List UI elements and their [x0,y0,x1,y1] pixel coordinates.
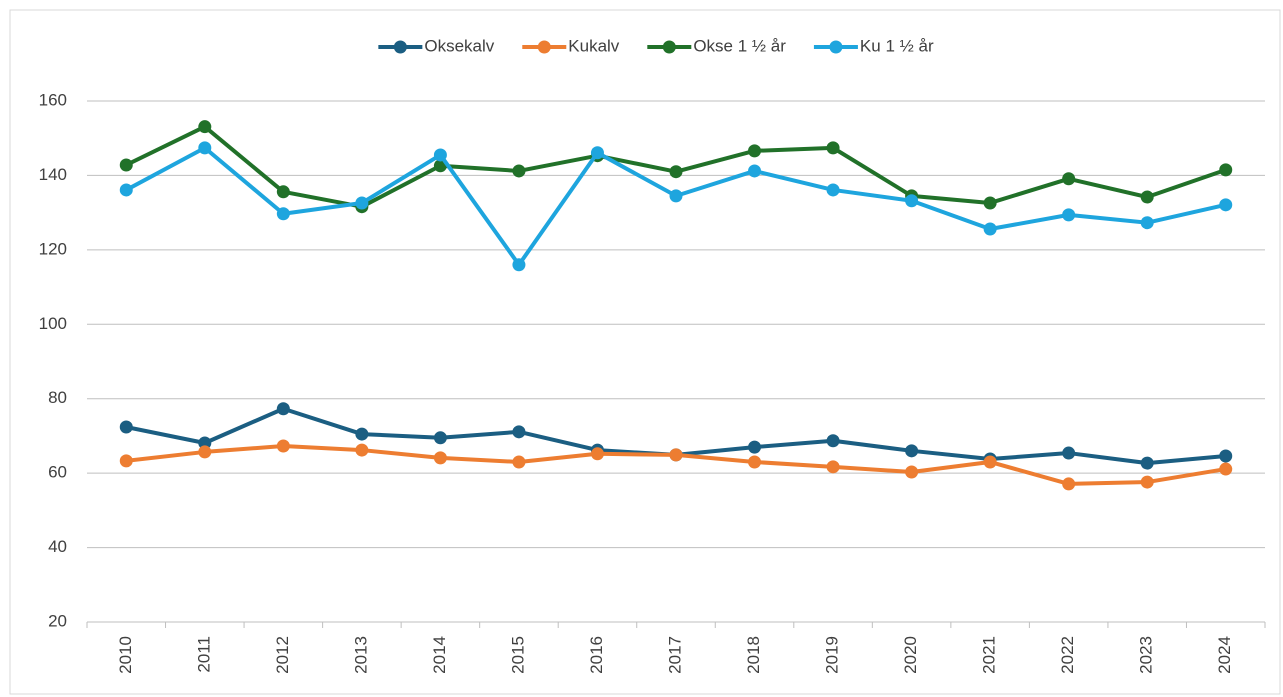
point [512,164,526,178]
point [748,164,762,178]
point [512,258,526,272]
point [748,144,762,158]
point [905,194,919,208]
point [748,440,762,454]
point [1062,446,1076,460]
chart-border [9,9,1281,695]
legend-label: Ku 1 ½ år [860,36,934,55]
point [119,420,133,434]
point [905,465,919,479]
x-tick-label: 2013 [351,636,370,674]
x-tick-label: 2021 [980,636,999,674]
point [669,448,683,462]
point [590,447,604,461]
point [1062,172,1076,186]
x-tick-label: 2019 [823,636,842,674]
point [276,185,290,199]
point [512,455,526,469]
y-tick-label: 80 [48,388,67,407]
legend: Oksekalv Kukalv Okse 1 ½ år Ku 1 ½ år [378,36,934,55]
point [1140,216,1154,230]
point [1062,208,1076,222]
point [983,455,997,469]
y-tick-label: 40 [48,537,67,556]
x-tick-label: 2010 [116,636,135,674]
point [119,183,133,197]
y-tick-label: 120 [39,239,67,258]
point [119,454,133,468]
x-tick-label: 2015 [508,636,527,674]
point [198,445,212,459]
legend-label: Oksekalv [424,36,494,55]
point [983,196,997,210]
point [1062,477,1076,491]
x-tick-label: 2011 [194,636,213,673]
y-tick-label: 60 [48,463,67,482]
point [983,222,997,236]
x-tick-label: 2022 [1058,636,1077,674]
point [355,196,369,210]
point [276,402,290,416]
point [355,427,369,441]
point [1219,163,1233,177]
point [1140,190,1154,204]
point [119,158,133,172]
x-tick-label: 2016 [587,636,606,674]
point [1219,449,1233,463]
point [433,148,447,162]
x-tick-label: 2012 [273,636,292,674]
point [1140,475,1154,489]
point [590,146,604,160]
point [826,141,840,155]
point [433,451,447,465]
legend-label: Kukalv [568,36,620,55]
point [198,141,212,155]
legend-marker [393,40,407,54]
legend-label: Okse 1 ½ år [693,36,786,55]
point [669,165,683,179]
point [355,443,369,457]
point [1219,198,1233,212]
y-tick-label: 20 [48,611,67,630]
point [512,425,526,439]
point [748,455,762,469]
point [198,120,212,134]
point [276,207,290,221]
point [669,189,683,203]
point [905,444,919,458]
point [826,460,840,474]
x-tick-label: 2024 [1215,636,1234,674]
point [1219,462,1233,476]
x-tick-label: 2018 [744,636,763,674]
x-tick-label: 2023 [1137,636,1156,674]
point [1140,456,1154,470]
point [276,439,290,453]
y-tick-label: 140 [39,165,67,184]
y-tick-label: 160 [39,90,67,109]
point [198,436,212,450]
y-tick-label: 100 [39,314,67,333]
x-tick-label: 2017 [665,636,684,674]
x-tick-label: 2020 [901,636,920,674]
legend-marker [829,40,843,54]
point [826,183,840,197]
point [826,434,840,448]
legend-marker [662,40,676,54]
x-tick-label: 2014 [430,636,449,674]
legend-marker [537,40,551,54]
point [433,431,447,445]
